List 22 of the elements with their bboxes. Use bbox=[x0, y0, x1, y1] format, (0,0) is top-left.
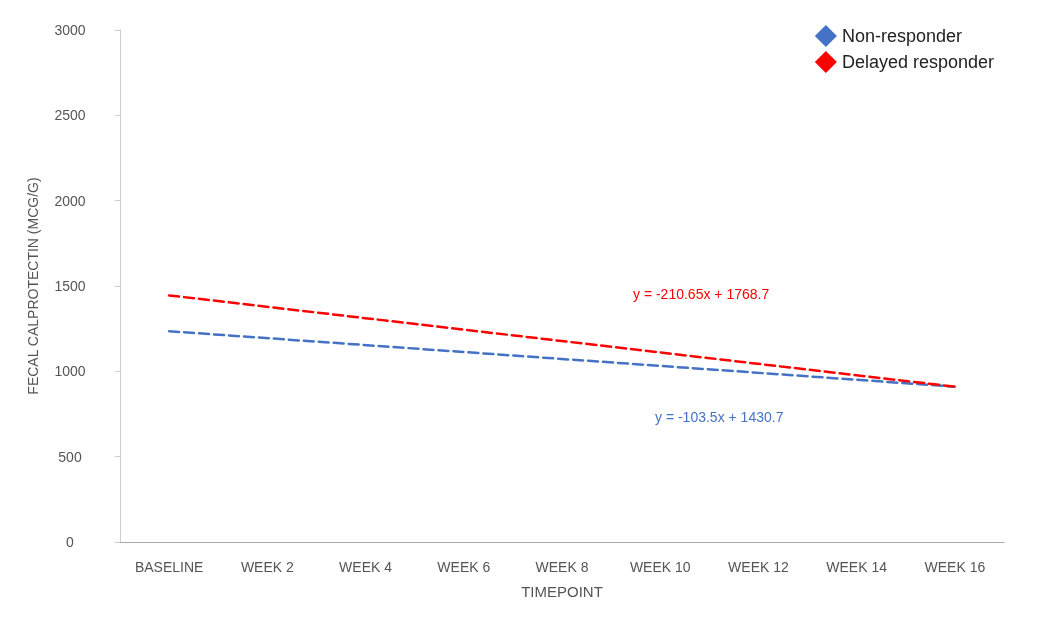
x-tick-label: WEEK 6 bbox=[437, 559, 491, 575]
y-tick-label: 3000 bbox=[54, 22, 86, 38]
x-tick-label: WEEK 4 bbox=[339, 559, 393, 575]
legend-label: Delayed responder bbox=[841, 52, 995, 72]
y-tick-label: 2000 bbox=[54, 192, 86, 209]
legend-label: Non-responder bbox=[841, 26, 962, 46]
y-tick-label: 1500 bbox=[54, 278, 86, 294]
annotation: y = -103.5x + 1430.7 bbox=[655, 409, 784, 425]
y-tick-label: 0 bbox=[66, 534, 75, 550]
x-tick-label: WEEK 14 bbox=[826, 559, 888, 575]
annotation: y = -210.65x + 1768.7 bbox=[633, 286, 770, 302]
y-tick-label: 1000 bbox=[54, 363, 86, 380]
x-tick-label: WEEK 2 bbox=[240, 559, 294, 575]
x-axis-title: TIMEPOINT bbox=[521, 583, 603, 600]
x-tick-label: WEEK 8 bbox=[535, 559, 589, 575]
x-tick-label: WEEK 12 bbox=[728, 559, 789, 575]
y-axis-title: FECAL CALPROTECTIN (MCG/G) bbox=[25, 177, 41, 395]
y-tick-label: 2500 bbox=[54, 107, 86, 124]
x-tick-label: WEEK 16 bbox=[924, 559, 986, 575]
x-tick-label: BASELINE bbox=[134, 559, 204, 575]
y-tick-label: 500 bbox=[58, 448, 82, 465]
x-tick-label: WEEK 10 bbox=[629, 559, 691, 575]
